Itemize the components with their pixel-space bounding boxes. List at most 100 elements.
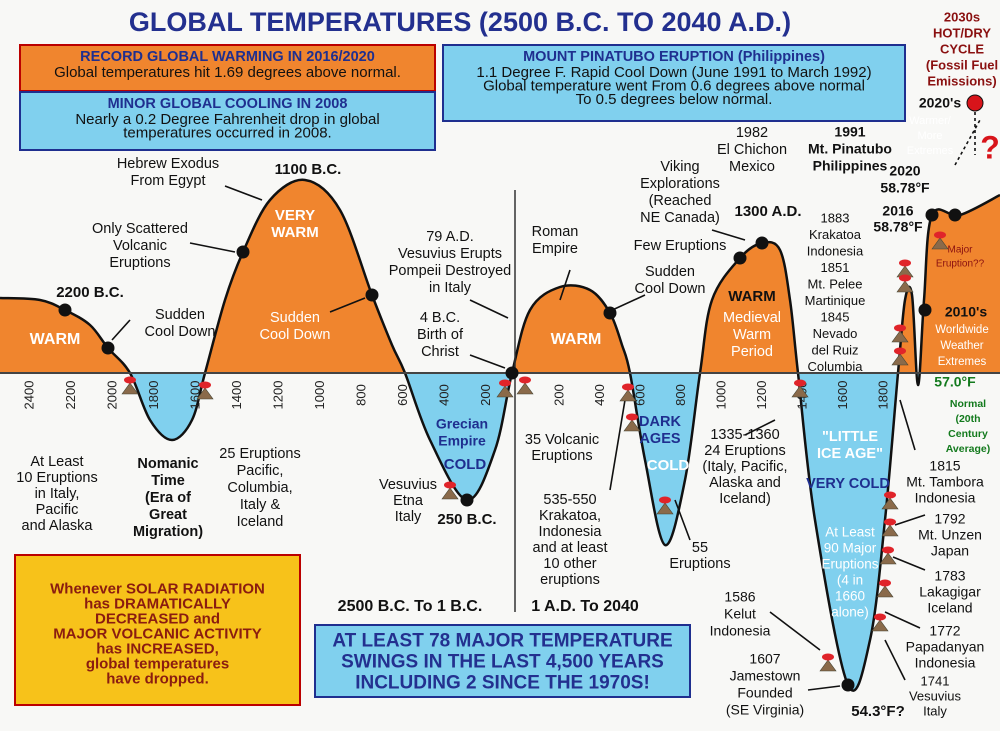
annotation: 2020's	[919, 95, 961, 111]
annotation: in Italy	[429, 280, 472, 296]
eruption-plume	[899, 274, 911, 282]
annotation: 1607	[749, 651, 780, 667]
annotation: NE Canada)	[640, 210, 720, 226]
annotation: in Italy,	[35, 486, 80, 502]
annotation: 1982	[736, 125, 768, 141]
annotation: Average)	[946, 443, 991, 455]
info-box	[14, 554, 301, 706]
annotation: 79 A.D.	[426, 229, 474, 245]
annotation: Major	[947, 245, 973, 256]
annotation: Sudden	[270, 310, 320, 326]
annotation: 1851	[821, 260, 850, 275]
annotation: AGES	[639, 431, 680, 447]
axis-label: 800	[353, 384, 368, 406]
annotation: (20th	[955, 413, 980, 425]
annotation: Eruptions	[821, 557, 878, 572]
annotation: Only Scattered	[92, 221, 188, 237]
axis-label: 1200	[754, 381, 769, 410]
annotation: Empire	[532, 241, 578, 257]
annotation: (SE Virginia)	[726, 702, 804, 718]
annotation: eruptions	[540, 572, 600, 588]
axis-label: 1600	[835, 381, 850, 410]
annotation: Martinique	[805, 293, 866, 308]
annotation: 2020	[889, 163, 920, 179]
annotation: 35 Volcanic	[525, 432, 599, 448]
annotation: and Alaska	[22, 518, 94, 534]
volcano-icon	[896, 280, 914, 293]
annotation: HOT/DRY	[933, 25, 991, 40]
annotation: Japan	[931, 543, 969, 559]
annotation: 24 Eruptions	[704, 443, 785, 459]
annotation: (Era of	[145, 490, 191, 506]
box-text: AT LEAST 78 MAJOR TEMPERATURE	[332, 631, 672, 652]
annotation: Vesuvius Erupts	[398, 246, 502, 262]
annotation: Jamestown	[730, 668, 801, 684]
axis-label: 1600	[187, 381, 202, 410]
marker-dot	[918, 303, 932, 317]
axis-label: 800	[673, 384, 688, 406]
volcano-icon	[879, 552, 897, 565]
annotation: 1845	[821, 309, 850, 324]
eruption-plume	[499, 379, 511, 387]
annotation: 1100 B.C.	[275, 161, 342, 178]
annotation: 2200 B.C.	[56, 284, 124, 301]
annotation: Indonesia	[539, 524, 603, 540]
marker-dot	[925, 208, 939, 222]
axis-label: 200	[551, 384, 566, 406]
annotation: Founded	[737, 685, 792, 701]
eruption-plume	[894, 347, 906, 355]
annotation: Italy	[923, 703, 947, 718]
box-title: RECORD GLOBAL WARMING IN 2016/2020	[80, 49, 375, 65]
marker-dot	[58, 303, 72, 317]
volcano-icon	[656, 502, 674, 515]
eruption-plume	[519, 376, 531, 384]
annotation: Philippines	[813, 158, 888, 174]
labels: 2400 2200 2000 1800 1600 1400 1200 1000 800 600 40…	[16, 9, 999, 720]
axis-label: 200	[478, 384, 493, 406]
annotation: 2016	[882, 203, 913, 219]
marker-dot	[966, 94, 984, 112]
axis-label: 600	[632, 384, 647, 406]
annotation: 1792	[934, 511, 965, 527]
annotation: At Least	[30, 454, 83, 470]
annotation: Medieval	[723, 310, 781, 326]
marker-dot	[505, 366, 519, 380]
annotation: 54.3°F?	[851, 703, 905, 720]
volcano-icon	[871, 619, 889, 632]
annotation: Mt. Pelee	[808, 276, 863, 291]
annotation: Eruptions	[531, 448, 592, 464]
annotation: 1300 A.D.	[735, 203, 802, 220]
volcano-icon	[931, 237, 949, 250]
annotation: Pompeii Destroyed	[389, 263, 512, 279]
annotation: 2030s	[944, 9, 980, 24]
annotation: Great	[149, 507, 187, 523]
annotation: Indonesia	[915, 655, 976, 671]
annotation: Indonesia	[915, 490, 976, 506]
annotation: 90 Major	[824, 541, 877, 556]
volcano-icon	[441, 487, 459, 500]
annotation: Eruption??	[936, 259, 985, 270]
annotation: Few Eruptions	[634, 238, 727, 254]
volcano-icon	[891, 330, 909, 343]
annotation: ICE AGE"	[817, 446, 883, 462]
annotation: Columbia	[808, 359, 864, 374]
annotation: Weather	[940, 340, 983, 352]
annotation: Warmer/	[909, 115, 952, 127]
annotation: Emissions)	[927, 73, 996, 88]
eruption-plume	[444, 481, 456, 489]
axis-label: 1800	[875, 381, 890, 410]
annotation: 25 Eruptions	[219, 446, 300, 462]
annotation: Mt. Unzen	[918, 527, 982, 543]
axis-label: 1400	[229, 381, 244, 410]
annotation: Eruptions	[109, 255, 170, 271]
box-text: temperatures occurred in 2008.	[123, 124, 331, 141]
annotation: del Ruiz	[812, 342, 859, 357]
box-title: MINOR GLOBAL COOLING IN 2008	[108, 96, 348, 112]
eruption-plume	[894, 324, 906, 332]
eruption-plume	[794, 379, 806, 387]
annotation: (Fossil Fuel	[926, 57, 998, 72]
eruption-plume	[124, 376, 136, 384]
dots	[58, 94, 984, 692]
boxes: RECORD GLOBAL WARMING IN 2016/2020Global…	[14, 44, 906, 706]
